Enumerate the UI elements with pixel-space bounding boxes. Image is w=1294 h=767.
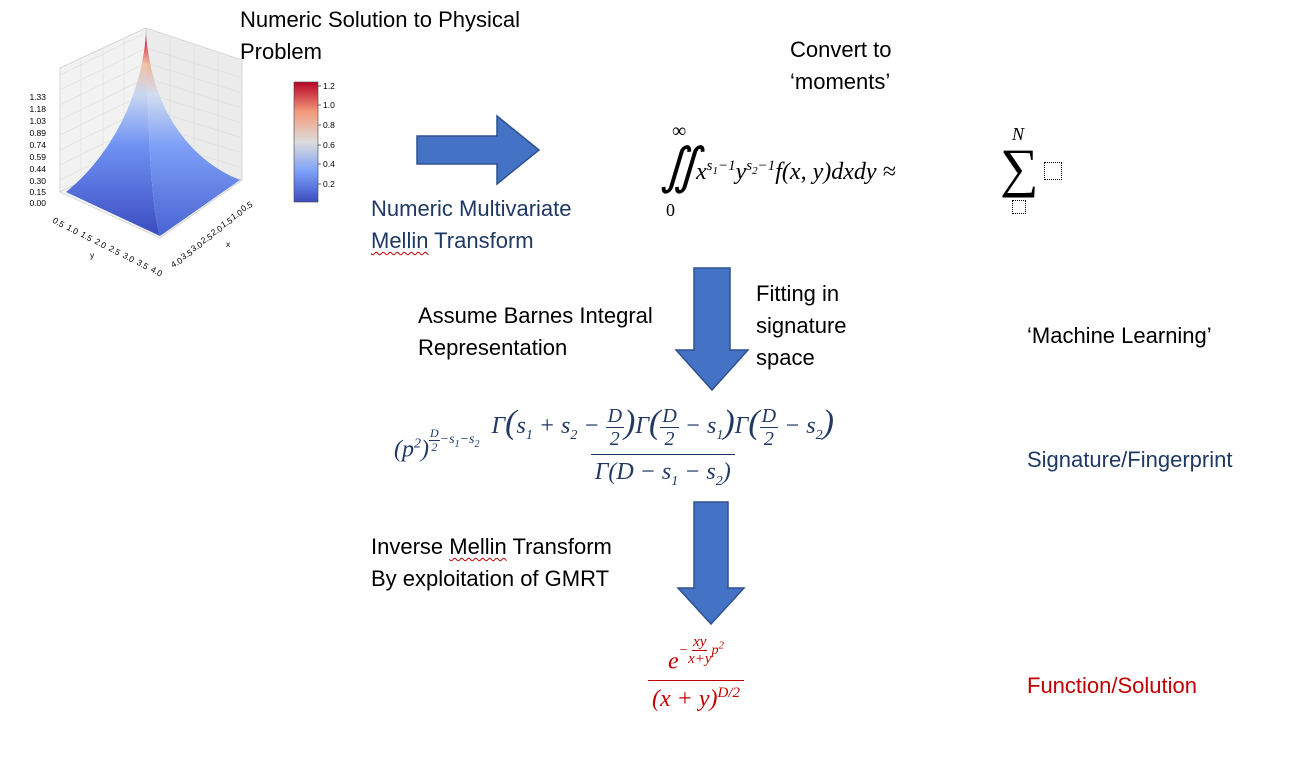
down-arrow-2: [676, 501, 746, 626]
function-solution-label: Function/Solution: [1027, 673, 1197, 698]
numeric-solution-line1: Numeric Solution to Physical: [240, 7, 521, 32]
fitting-line1: Fitting in: [756, 281, 840, 306]
surface-plot: 1.33 1.18 1.03 0.89 0.74 0.59 0.44 0.30 …: [29, 27, 335, 279]
z-tick: 1.33: [29, 92, 46, 102]
z-tick: 1.18: [29, 104, 46, 114]
z-tick: 0.44: [29, 164, 46, 174]
z-tick: 0.30: [29, 176, 46, 186]
mellin-transform-word: Transform: [428, 228, 534, 253]
x-axis-label: x: [226, 239, 231, 249]
inverse-word: Inverse: [371, 534, 450, 559]
signature-equation: (p2) D 2 −s1−s2 Γ(s1 + s2 − D 2)Γ(D 2 − s1)Γ(…: [394, 402, 838, 492]
y-tick: 2.5: [107, 243, 122, 258]
y-tick: 3.5: [135, 257, 150, 272]
p-squared-power: (p2) D 2 −s1−s2: [394, 425, 480, 463]
moments-integrand: xs1−1ys2−1f(x, y)dxdy ≈: [696, 158, 896, 185]
convert-line1: Convert to: [790, 37, 892, 62]
inverse-line2: By exploitation of GMRT: [371, 566, 610, 591]
placeholder-box-lower: [1012, 200, 1026, 214]
solution-denominator: (x + y)D/2: [648, 679, 744, 713]
double-integral-sign: ∬: [660, 138, 700, 194]
down-arrow-1: [674, 267, 750, 392]
solution-fraction: e− xy x+y p2 (x + y)D/2: [648, 634, 744, 713]
y-tick: 0.5: [51, 215, 66, 230]
integral-upper-limit: ∞: [672, 120, 687, 142]
colorbar-tick: 0.6: [323, 140, 335, 150]
placeholder-box-term: [1044, 162, 1062, 180]
colorbar-tick: 1.2: [323, 81, 335, 91]
inverse-mellin-label: Inverse Mellin Transform By exploitation…: [371, 531, 612, 595]
fitting-line2: signature: [756, 313, 847, 338]
z-tick: 0.00: [29, 198, 46, 208]
solution-equation: e− xy x+y p2 (x + y)D/2: [648, 634, 744, 713]
right-arrow: [416, 114, 541, 186]
numeric-solution-line2: Problem: [240, 39, 322, 64]
z-tick: 0.59: [29, 152, 46, 162]
inverse-line1: Inverse Mellin Transform: [371, 531, 612, 563]
inverse-mellin-word: Mellin: [449, 534, 507, 559]
fitting-label: Fitting in signature space: [756, 278, 847, 374]
surface-right-face: [146, 34, 240, 236]
colorbar-tick: 1.0: [323, 100, 335, 110]
integral-lower-limit: 0: [666, 200, 675, 220]
fitting-line3: space: [756, 345, 815, 370]
colorbar-tick: 0.4: [323, 159, 335, 169]
z-tick: 0.74: [29, 140, 46, 150]
gamma-numerator: Γ(s1 + s2 − D 2)Γ(D 2 − s1)Γ(D 2 − s2): [491, 404, 834, 451]
assume-barnes-label: Assume Barnes Integral Representation: [418, 300, 653, 364]
mellin-word: Mellin: [371, 228, 429, 253]
convert-line2: ‘moments’: [790, 69, 891, 94]
colorbar-tick: 0.2: [323, 179, 335, 189]
gamma-fraction: Γ(s1 + s2 − D 2)Γ(D 2 − s1)Γ(D 2 − s2) Γ(D …: [487, 404, 837, 490]
machine-learning-label: ‘Machine Learning’: [1027, 323, 1212, 348]
convert-moments-label: Convert to ‘moments’: [790, 34, 892, 98]
mellin-transform-label: Numeric Multivariate Mellin Transform: [371, 193, 572, 257]
z-tick: 0.15: [29, 187, 46, 197]
assume-line1: Assume Barnes Integral: [418, 303, 653, 328]
colorbar: [293, 81, 319, 203]
gamma-denominator: Γ(D − s1 − s2): [590, 454, 735, 490]
mellin-line2: Mellin Transform: [371, 225, 572, 257]
sum-sign: ∑: [1000, 138, 1039, 198]
z-tick: 1.03: [29, 116, 46, 126]
colorbar-tick: 0.8: [323, 120, 335, 130]
signature-label: Signature/Fingerprint: [1027, 447, 1233, 472]
y-tick: 3.0: [121, 250, 136, 265]
y-tick: 4.0: [149, 264, 164, 279]
y-axis-label: y: [90, 250, 95, 260]
assume-line2: Representation: [418, 335, 568, 360]
y-tick: 2.0: [93, 236, 108, 251]
numeric-solution-title: Numeric Solution to Physical Problem: [240, 4, 520, 68]
moments-equation: ∞ ∬ 0 xs1−1ys2−1f(x, y)dxdy ≈ N ∑: [660, 120, 1080, 230]
surface-left-face: [66, 34, 160, 236]
inverse-transform-word: Transform: [506, 534, 612, 559]
solution-numerator: e− xy x+y p2: [667, 634, 725, 675]
mellin-line1: Numeric Multivariate: [371, 196, 572, 221]
y-tick: 1.5: [79, 229, 94, 244]
sum-upper-limit: N: [1012, 124, 1025, 144]
y-tick: 1.0: [65, 222, 80, 237]
z-tick: 0.89: [29, 128, 46, 138]
